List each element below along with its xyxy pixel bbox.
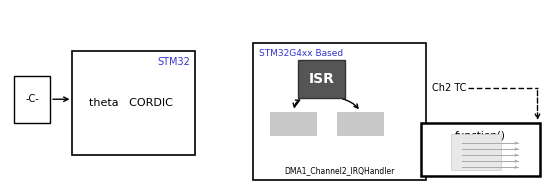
FancyBboxPatch shape [253, 43, 426, 180]
Text: -C-: -C- [25, 94, 39, 104]
FancyBboxPatch shape [451, 134, 501, 170]
Text: ISR: ISR [309, 72, 335, 86]
FancyBboxPatch shape [421, 123, 540, 176]
FancyBboxPatch shape [298, 60, 345, 98]
FancyBboxPatch shape [72, 51, 195, 155]
Text: DMA1_Channel2_IRQHandler: DMA1_Channel2_IRQHandler [285, 166, 395, 175]
FancyBboxPatch shape [270, 112, 317, 136]
Text: Ch2 TC: Ch2 TC [432, 83, 466, 93]
Text: STM32: STM32 [158, 57, 190, 67]
FancyBboxPatch shape [14, 76, 50, 123]
Text: theta   CORDIC: theta CORDIC [89, 98, 173, 108]
Text: function(): function() [455, 130, 506, 140]
Text: STM32G4xx Based: STM32G4xx Based [259, 49, 343, 58]
FancyBboxPatch shape [337, 112, 384, 136]
